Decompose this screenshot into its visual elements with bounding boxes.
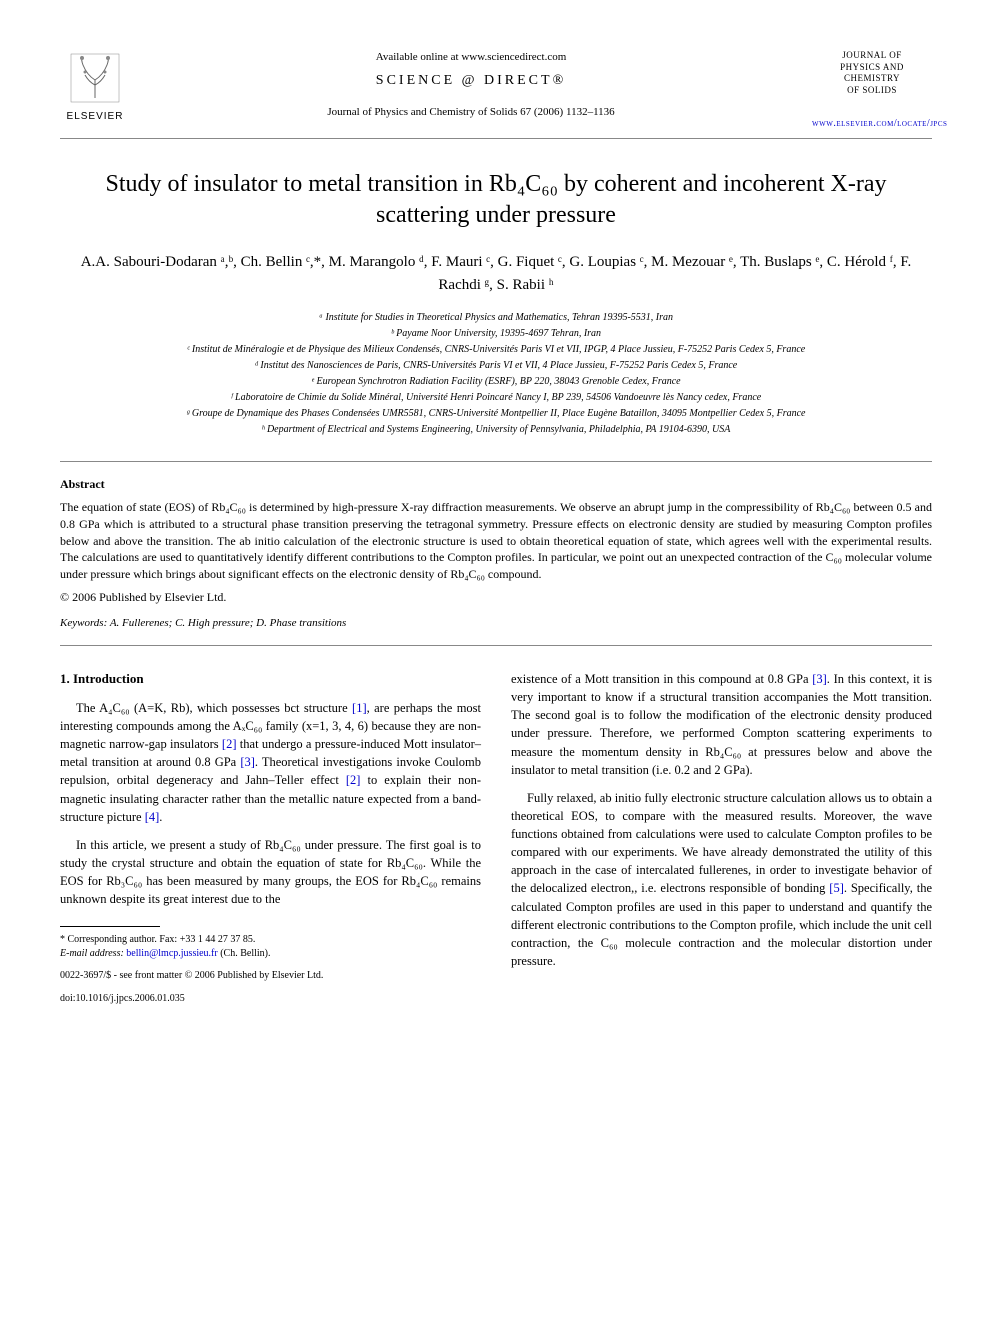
affiliation-b: ᵇ Payame Noor University, 19395-4697 Teh… (60, 326, 932, 341)
article-title: Study of insulator to metal transition i… (100, 169, 892, 231)
abstract-heading: Abstract (60, 476, 932, 493)
intro-paragraph-4: Fully relaxed, ab initio fully electroni… (511, 789, 932, 970)
issn-line: 0022-3697/$ - see front matter © 2006 Pu… (60, 969, 481, 984)
doi-line: doi:10.1016/j.jpcs.2006.01.035 (60, 992, 481, 1007)
elsevier-logo: ELSEVIER (60, 50, 130, 124)
badge-line-1: JOURNAL OF (812, 50, 932, 62)
corr-email-link[interactable]: bellin@lmcp.jussieu.fr (126, 948, 217, 959)
intro-paragraph-2: In this article, we present a study of R… (60, 836, 481, 909)
abstract-text: The equation of state (EOS) of Rb₄C₆₀ is… (60, 499, 932, 583)
affiliation-g: ᵍ Groupe de Dynamique des Phases Condens… (60, 406, 932, 421)
right-column: existence of a Mott transition in this c… (511, 670, 932, 1006)
journal-badge: JOURNAL OF PHYSICS AND CHEMISTRY OF SOLI… (812, 50, 932, 130)
affiliation-d: ᵈ Institut des Nanosciences de Paris, CN… (60, 358, 932, 373)
ref-1[interactable]: [1] (352, 701, 367, 715)
left-column: 1. Introduction The A₄C₆₀ (A=K, Rb), whi… (60, 670, 481, 1006)
keywords-values: A. Fullerenes; C. High pressure; D. Phas… (110, 617, 346, 629)
footnote-separator (60, 926, 160, 927)
corresponding-author-footnote: * Corresponding author. Fax: +33 1 44 27… (60, 933, 481, 961)
body-two-column: 1. Introduction The A₄C₆₀ (A=K, Rb), whi… (60, 670, 932, 1006)
ref-2b[interactable]: [2] (346, 773, 361, 787)
elsevier-brand-text: ELSEVIER (60, 110, 130, 124)
section-1-heading: 1. Introduction (60, 670, 481, 689)
badge-line-3: OF SOLIDS (812, 85, 932, 97)
affiliation-h: ʰ Department of Electrical and Systems E… (60, 422, 932, 437)
header-center: Available online at www.sciencedirect.co… (130, 50, 812, 120)
affiliation-c: ᶜ Institut de Minéralogie et de Physique… (60, 342, 932, 357)
journal-reference: Journal of Physics and Chemistry of Soli… (130, 105, 812, 120)
keywords-label: Keywords: (60, 617, 107, 629)
affiliation-e: ᵉ European Synchrotron Radiation Facilit… (60, 374, 932, 389)
elsevier-tree-icon (67, 50, 123, 106)
ref-4[interactable]: [4] (145, 810, 160, 824)
ref-3[interactable]: [3] (240, 755, 255, 769)
page-header: ELSEVIER Available online at www.science… (60, 50, 932, 139)
ref-5[interactable]: [5] (829, 881, 844, 895)
affiliation-a: ᵃ Institute for Studies in Theoretical P… (60, 310, 932, 325)
badge-line-2: PHYSICS AND CHEMISTRY (812, 62, 932, 85)
sciencedirect-logo: SCIENCE @ DIRECT® (130, 71, 812, 91)
affiliation-f: ᶠ Laboratoire de Chimie du Solide Minéra… (60, 390, 932, 405)
journal-homepage-link[interactable]: www.elsevier.com/locate/jpcs (812, 117, 932, 130)
abstract-section: Abstract The equation of state (EOS) of … (60, 461, 932, 646)
corr-author-line: * Corresponding author. Fax: +33 1 44 27… (60, 933, 481, 947)
keywords-line: Keywords: A. Fullerenes; C. High pressur… (60, 616, 932, 631)
copyright-line: © 2006 Published by Elsevier Ltd. (60, 589, 932, 606)
author-list: A.A. Sabouri-Dodaran ᵃ,ᵇ, Ch. Bellin ᶜ,*… (60, 251, 932, 296)
affiliations-block: ᵃ Institute for Studies in Theoretical P… (60, 310, 932, 437)
ref-3b[interactable]: [3] (812, 672, 827, 686)
available-online-text: Available online at www.sciencedirect.co… (130, 50, 812, 65)
intro-paragraph-3: existence of a Mott transition in this c… (511, 670, 932, 779)
ref-2[interactable]: [2] (222, 737, 237, 751)
intro-paragraph-1: The A₄C₆₀ (A=K, Rb), which possesses bct… (60, 699, 481, 826)
email-line: E-mail address: bellin@lmcp.jussieu.fr (… (60, 947, 481, 961)
